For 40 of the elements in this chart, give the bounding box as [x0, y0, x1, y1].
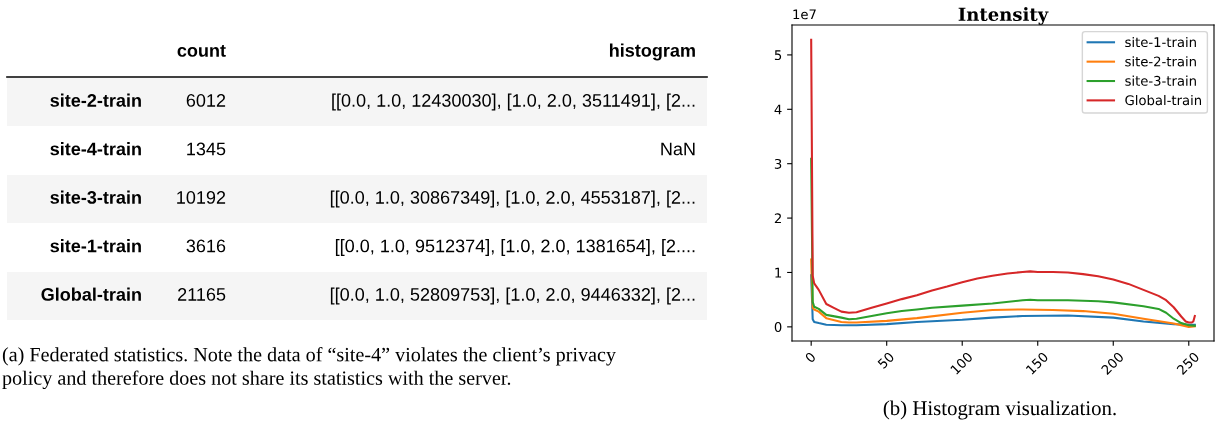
- legend-label: site-2-train: [1125, 56, 1196, 67]
- y-tick-label: 2: [774, 213, 781, 224]
- y-tick-label: 5: [774, 50, 782, 61]
- x-tick-label: 150: [1025, 351, 1049, 375]
- line-series: [810, 258, 1196, 328]
- category-label: histogram: [609, 43, 695, 61]
- x-tick-label: 50: [877, 351, 895, 370]
- y-tick-label: 4: [774, 104, 782, 115]
- line-series: [810, 157, 1196, 327]
- line-series: [810, 274, 1196, 327]
- category-label: site-4-train: [50, 142, 141, 156]
- category-label: site-3-train: [50, 190, 141, 204]
- text: 21165: [178, 288, 226, 301]
- legend-label: site-3-train: [1125, 75, 1196, 86]
- x-tick-label: 200: [1100, 351, 1125, 376]
- text: 6012: [186, 94, 226, 107]
- text: [[0.0, 1.0, 9512374], [1.0, 2.0, 1381654], [2....: [335, 239, 695, 256]
- text: 1e7: [793, 9, 816, 20]
- text: [[0.0, 1.0, 30867349], [1.0, 2.0, 4553187], [2...: [330, 190, 695, 208]
- x-tick-label: 100: [949, 351, 974, 375]
- legend-label: Global-train: [1125, 94, 1202, 106]
- y-tick-label: 1: [775, 267, 782, 278]
- category-label: count: [177, 44, 226, 57]
- text: [[0.0, 1.0, 52809753], [1.0, 2.0, 9446332], [2...: [330, 287, 695, 305]
- text: 1345: [187, 142, 226, 156]
- chart-title: Intensity: [958, 7, 1049, 25]
- text: NaN: [661, 142, 695, 156]
- y-tick-label: 3: [774, 158, 782, 169]
- x-tick-label: 250: [1176, 351, 1200, 376]
- category-label: site-2-train: [50, 93, 141, 107]
- category-label: site-1-train: [50, 239, 141, 253]
- text: [[0.0, 1.0, 12430030], [1.0, 2.0, 3511491], [2...: [332, 93, 695, 111]
- category-label: Global-train: [41, 287, 141, 301]
- text: 3616: [186, 239, 226, 253]
- text: (a) Federated statistics. Note the data of “site-4” violates the client’s privacy policy and therefore does not share its statistics with the server.: [2, 347, 616, 390]
- legend-label: site-1-train: [1125, 36, 1196, 48]
- text: (b) Histogram visualization.: [883, 400, 1116, 420]
- y-tick-label: 0: [774, 322, 782, 333]
- x-tick-label: 0: [804, 351, 817, 364]
- text: 10192: [177, 191, 226, 204]
